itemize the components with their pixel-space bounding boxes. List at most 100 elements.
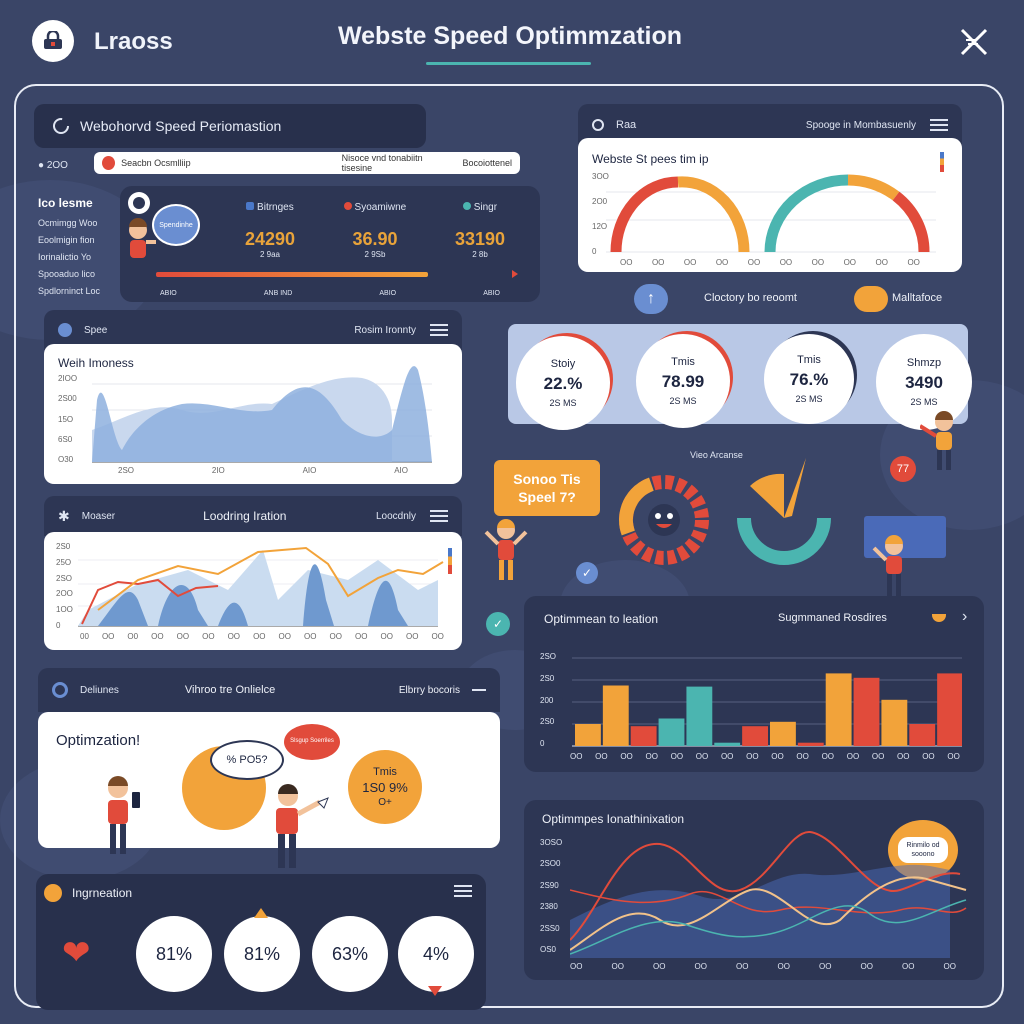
bar: [797, 742, 824, 746]
sidebar-item[interactable]: Ocmimgg Woo: [38, 218, 98, 228]
bar: [770, 721, 796, 746]
opt-bubble-2: Slsgup Soerriles: [284, 724, 340, 760]
bar-legend-icon: [932, 614, 946, 622]
sidebar-item[interactable]: Eoolmigin fion: [38, 235, 95, 245]
mid-right-label: Malltafoce: [892, 292, 943, 304]
pie-gauge: [737, 458, 831, 565]
line-series-red-2: [570, 889, 967, 914]
vitals-bubble: Sonoo Tis Speel 7?: [494, 460, 600, 516]
wellness-title: Weih Imoness: [58, 356, 134, 370]
gauge-chart: [606, 174, 936, 253]
app-logo[interactable]: [32, 20, 74, 62]
loading-chart: [78, 546, 444, 627]
stat-circle[interactable]: Tmis 76.% 2S MS: [764, 334, 854, 424]
stat-circle[interactable]: Stoiy 22.% 2S MS: [516, 336, 610, 430]
bar: [714, 742, 741, 746]
percent-circle[interactable]: 81%: [224, 916, 300, 992]
gauge-left-red: [610, 176, 679, 253]
wellness-xticks: 2SO 2IO AIO AIO: [118, 466, 408, 475]
bar: [742, 726, 768, 746]
opt-circle[interactable]: Tmis 1S0 9% O+: [348, 750, 422, 824]
percent-circle[interactable]: 4%: [398, 916, 474, 992]
trend-chart: [570, 830, 967, 958]
stat-circle[interactable]: Tmis 78.99 2S MS: [636, 334, 730, 428]
metric-foot: ABIO: [379, 290, 397, 297]
percent-circle[interactable]: 81%: [136, 916, 212, 992]
menu-icon[interactable]: [430, 507, 448, 525]
bar: [602, 685, 629, 746]
vitals-badge: 77: [890, 456, 916, 482]
metric-3[interactable]: Singr 33190 2 8b: [454, 202, 506, 259]
character-jump: [920, 410, 966, 480]
line-series-red: [81, 578, 219, 625]
gauge-yticks: 3OO 2O0 12O 0: [592, 172, 609, 256]
donut-gauge: [619, 475, 709, 565]
sidebar-item[interactable]: Spdlorninct Loc: [38, 286, 101, 296]
close-x-icon[interactable]: [958, 26, 990, 58]
stat-circle[interactable]: Shmzp 3490 2S MS: [876, 334, 972, 430]
bar: [909, 724, 936, 746]
perf-title: Webohorvd Speed Periomastion: [80, 118, 282, 134]
percent-circle[interactable]: 63%: [312, 916, 388, 992]
character-boy: [122, 218, 158, 280]
legend-dot: [462, 202, 471, 210]
line-series-red: [570, 830, 961, 941]
loading-header: ✱ Moaser Loodring Iration Loocdnly: [44, 496, 462, 536]
character-cheer: [484, 518, 528, 584]
metric-1[interactable]: Bitrnges 24290 2 9aa: [244, 202, 296, 259]
gauge-right-teal: [764, 174, 849, 253]
menu-icon[interactable]: [430, 321, 448, 339]
bar-xticks: OO OO OO OO OO OO OO OO OO OO OO OO OO OO OO OO: [570, 752, 960, 761]
wellness-header: Spee Rosim Ironnty: [44, 310, 462, 350]
gauge-left-orange: [677, 176, 750, 253]
metric-foot: ABIO: [160, 290, 177, 297]
bar-chart: [572, 657, 962, 747]
gauge-chart-title: Webste St pees tim ip: [592, 152, 709, 166]
sidebar-heading: Ico lesme: [38, 196, 93, 210]
gauge-label: Raa: [616, 119, 637, 131]
search-input[interactable]: Seacbn Ocsmlliip: [121, 158, 191, 168]
menu-icon[interactable]: [454, 882, 472, 900]
bar: [658, 718, 685, 746]
bar: [630, 726, 657, 746]
minus-icon[interactable]: [472, 689, 486, 691]
search-filter: Nisoce vnd tonabiitn tisesine: [341, 153, 423, 173]
loading-yticks: 2S0 25O 2SO 2OO 1OO 0: [56, 542, 73, 630]
bar: [686, 686, 713, 746]
bar-yticks: 2SO 2S0 200 2S0 0: [540, 652, 557, 748]
heart-icon: ❤: [62, 934, 91, 972]
menu-icon[interactable]: [930, 116, 948, 134]
progress-bar: [156, 272, 428, 277]
chevron-right-icon[interactable]: ›: [962, 608, 968, 625]
gauge-right-orange: [847, 174, 900, 201]
wellness-yticks: 2IOO 2S00 15O 6S0 O30: [58, 374, 78, 464]
gauge-right-red: [892, 191, 930, 253]
opt-bubble-1: % PO5?: [210, 740, 284, 780]
character-phone: [98, 774, 144, 862]
check-icon: ✓: [576, 562, 598, 584]
opt-header: Deliunes Vihroo tre Onlielce Elbrry boco…: [38, 668, 500, 712]
bar: [937, 673, 962, 746]
toggle-button[interactable]: [854, 286, 888, 312]
metric-foot: ABIO: [483, 290, 500, 297]
title-underline: [426, 62, 591, 65]
share-button[interactable]: ↑: [634, 284, 668, 314]
metric-2[interactable]: Syoamiwne 36.90 2 9Sb: [330, 202, 420, 259]
sidebar-item[interactable]: Iorinalictio Yo: [38, 252, 92, 262]
avatar: [128, 192, 150, 214]
trend-xticks: OO OO OO OO OO OO OO OO OO OO: [570, 962, 956, 971]
progress-end: [512, 270, 518, 278]
gear-icon: ✱: [58, 507, 70, 524]
sidebar-item[interactable]: Spooaduo lico: [38, 269, 96, 279]
refresh-icon: [53, 118, 69, 134]
page-title: Webste Speed Optimmzation: [337, 22, 683, 50]
search-bar[interactable]: Seacbn Ocsmlliip Nisoce vnd tonabiitn ti…: [94, 152, 520, 174]
bar: [825, 673, 852, 746]
loading-legend: [448, 548, 452, 574]
legend-dot: [246, 202, 255, 210]
gauge-right: Spooge in Mombasuenly: [805, 119, 916, 131]
search-icon: [102, 156, 116, 170]
up-arrow-icon: [254, 908, 268, 918]
bar-title: Optimmean to leation: [544, 612, 659, 626]
gear-icon: [58, 323, 72, 337]
